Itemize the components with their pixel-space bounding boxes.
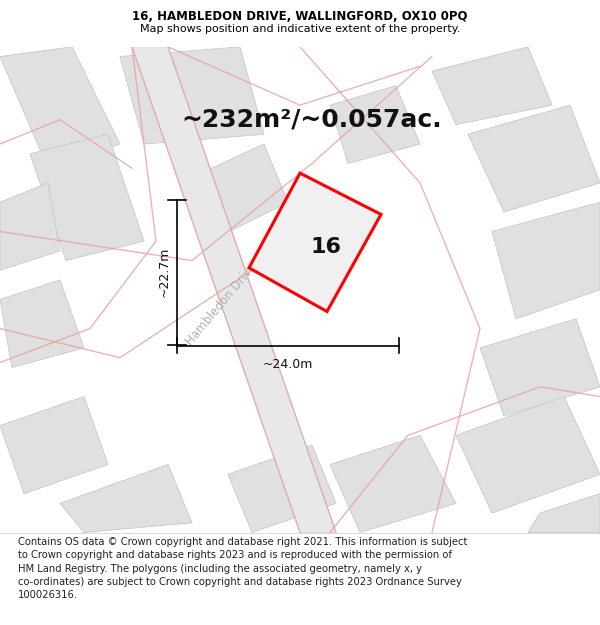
Polygon shape [432,47,552,124]
Polygon shape [0,47,120,168]
Polygon shape [249,173,381,311]
Polygon shape [456,396,600,513]
Polygon shape [132,47,336,532]
Text: ~232m²/~0.057ac.: ~232m²/~0.057ac. [182,107,442,132]
Polygon shape [0,183,60,270]
Text: Hambledon Drive: Hambledon Drive [184,261,260,348]
Polygon shape [330,86,420,163]
Polygon shape [492,202,600,319]
Polygon shape [120,47,264,144]
Polygon shape [0,396,108,494]
Polygon shape [330,436,456,532]
Polygon shape [480,319,600,416]
Text: Contains OS data © Crown copyright and database right 2021. This information is : Contains OS data © Crown copyright and d… [18,537,467,600]
Text: 16: 16 [311,237,342,257]
Polygon shape [60,464,192,532]
Polygon shape [528,494,600,532]
Polygon shape [30,134,144,261]
Text: ~24.0m: ~24.0m [263,357,313,371]
Text: Map shows position and indicative extent of the property.: Map shows position and indicative extent… [140,24,460,34]
Text: ~22.7m: ~22.7m [158,247,171,298]
Polygon shape [468,105,600,212]
Polygon shape [0,280,84,368]
Text: 16, HAMBLEDON DRIVE, WALLINGFORD, OX10 0PQ: 16, HAMBLEDON DRIVE, WALLINGFORD, OX10 0… [132,10,468,23]
Polygon shape [228,445,336,532]
Polygon shape [180,144,288,241]
